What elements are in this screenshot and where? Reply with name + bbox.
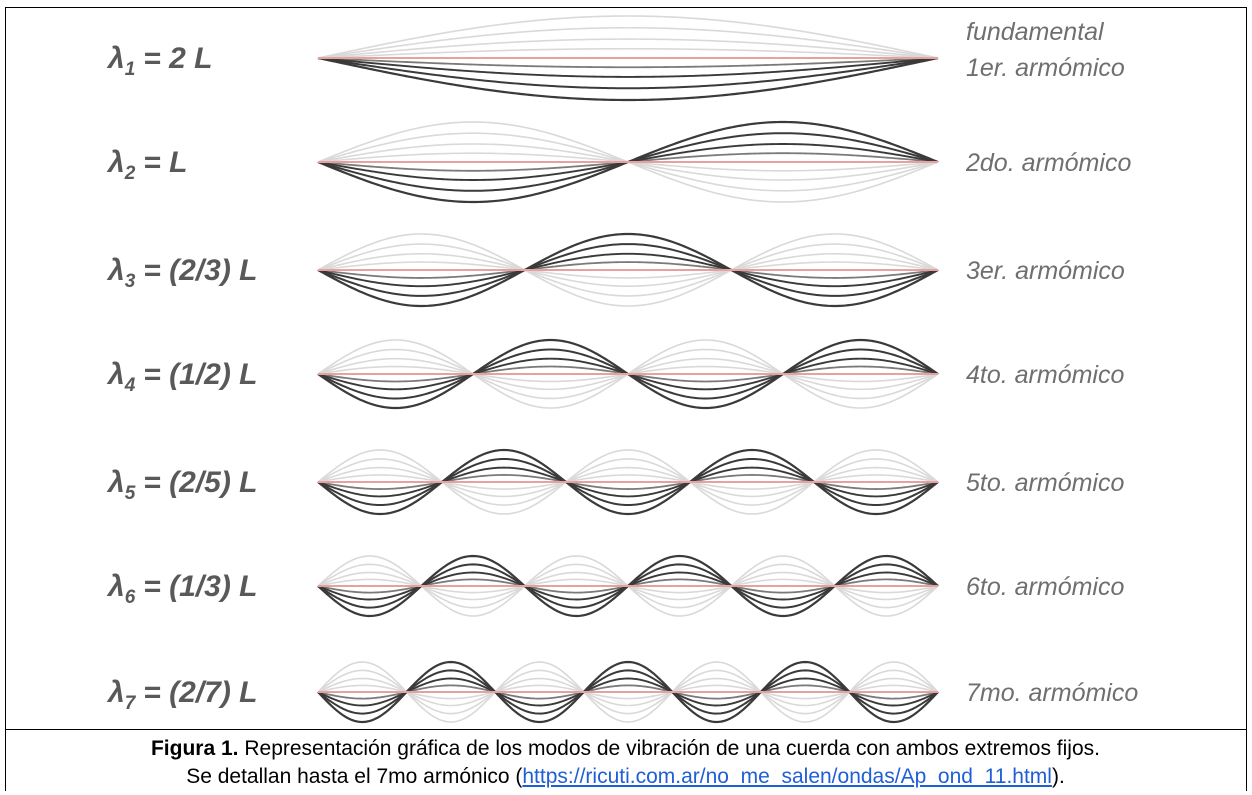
mode-row-4: λ4 = (1/2) L 4to. armómico xyxy=(106,338,1124,410)
string-trace-3-2 xyxy=(317,252,939,288)
string-trace-3-6 xyxy=(317,243,939,297)
wavelength-label-5: λ5 = (2/5) L xyxy=(106,466,257,504)
string-trace-5-3 xyxy=(317,474,939,490)
string-trace-1-4 xyxy=(317,57,939,69)
harmonic-label-2: 2do. armómico xyxy=(965,149,1131,177)
mode-row-7: λ7 = (2/7) L 7mo. armómico xyxy=(106,660,1138,724)
caption-line-2: Se detallan hasta el 7mo armónico (https… xyxy=(5,763,1246,791)
wavelength-expression-7: = (2/7) L xyxy=(143,676,257,709)
string-trace-3-5 xyxy=(317,252,939,288)
lambda-symbol-6: λ xyxy=(106,570,125,603)
wavelength-label-1: λ1 = 2 L xyxy=(106,42,212,80)
string-trace-5-2 xyxy=(317,466,939,498)
string-trace-1-5 xyxy=(317,57,939,78)
wavelength-label-2: λ2 = L xyxy=(106,146,187,184)
harmonic-label-4: 4to. armómico xyxy=(966,361,1124,389)
string-trace-1-3 xyxy=(317,47,939,59)
caption-text-1: Representación gráfica de los modos de v… xyxy=(238,737,1100,760)
lambda-symbol-4: λ xyxy=(106,358,125,391)
caption-text-2b: ). xyxy=(1051,765,1065,788)
mode-row-2: λ2 = L 2do. armómico xyxy=(106,120,1131,204)
lambda-subscript-5: 5 xyxy=(125,483,136,504)
string-trace-5-1 xyxy=(317,458,939,506)
string-trace-7-4 xyxy=(317,684,939,700)
string-trace-1-1 xyxy=(317,26,939,59)
string-trace-7-0 xyxy=(317,661,939,723)
string-trace-7-6 xyxy=(317,669,939,715)
caption-line-1: Figura 1. Representación gráfica de los … xyxy=(5,735,1246,763)
caption-source-link[interactable]: https://ricuti.com.ar/no_me_salen/ondas/… xyxy=(522,765,1052,788)
string-trace-1-6 xyxy=(317,57,939,90)
wavelength-expression-4: = (1/2) L xyxy=(143,358,257,391)
string-trace-7-3 xyxy=(317,684,939,700)
string-trace-7-2 xyxy=(317,677,939,707)
lambda-subscript-2: 2 xyxy=(124,163,136,184)
string-trace-3-1 xyxy=(317,243,939,297)
wavelength-expression-3: = (2/3) L xyxy=(143,254,257,287)
lambda-subscript-4: 4 xyxy=(124,375,136,396)
mode-row-3: λ3 = (2/3) L 3er. armómico xyxy=(106,232,1125,308)
string-trace-7-7 xyxy=(317,660,939,724)
string-trace-5-6 xyxy=(317,457,939,507)
harmonic-label-5: 5to. armómico xyxy=(966,469,1124,497)
wavelength-label-6: λ6 = (1/3) L xyxy=(106,570,257,608)
string-trace-3-3 xyxy=(317,261,939,279)
string-trace-5-0 xyxy=(317,449,939,515)
string-trace-5-5 xyxy=(317,466,939,498)
string-trace-5-7 xyxy=(317,448,939,516)
wavelength-expression-1: = 2 L xyxy=(143,42,212,75)
string-trace-7-1 xyxy=(317,669,939,715)
lambda-symbol-3: λ xyxy=(106,254,125,287)
lambda-symbol-5: λ xyxy=(106,466,125,499)
harmonic-label-7: 7mo. armómico xyxy=(966,679,1138,707)
string-trace-1-0 xyxy=(317,15,939,59)
harmonic-label-6: 6to. armómico xyxy=(966,573,1124,601)
lambda-symbol-1: λ xyxy=(106,42,125,75)
string-trace-3-0 xyxy=(317,233,939,307)
harmonic-label-3: 3er. armómico xyxy=(966,257,1125,285)
string-trace-1-2 xyxy=(317,38,939,59)
caption-text-2a: Se detallan hasta el 7mo armónico ( xyxy=(186,765,523,788)
lambda-subscript-7: 7 xyxy=(125,693,137,714)
wavelength-expression-5: = (2/5) L xyxy=(143,466,257,499)
lambda-symbol-7: λ xyxy=(106,676,125,709)
harmonic-label-1-2: 1er. armómico xyxy=(966,54,1125,82)
caption-figure-label: Figura 1. xyxy=(150,737,239,760)
wavelength-label-4: λ4 = (1/2) L xyxy=(106,358,257,396)
string-trace-7-5 xyxy=(317,677,939,707)
lambda-subscript-1: 1 xyxy=(125,59,136,80)
figure-caption: Figura 1. Representación gráfica de los … xyxy=(5,729,1246,795)
wavelength-expression-6: = (1/3) L xyxy=(143,570,257,603)
lambda-subscript-3: 3 xyxy=(125,271,136,292)
string-trace-5-4 xyxy=(317,474,939,490)
figure-frame xyxy=(5,7,1247,791)
mode-row-1: λ1 = 2 L fundamental 1er. armómico xyxy=(106,15,1125,102)
mode-row-5: λ5 = (2/5) L 5to. armómico xyxy=(106,448,1124,516)
lambda-symbol-2: λ xyxy=(106,146,125,179)
string-trace-3-7 xyxy=(317,232,939,308)
mode-row-6: λ6 = (1/3) L 6to. armómico xyxy=(106,554,1124,618)
string-trace-1-7 xyxy=(317,56,939,102)
wavelength-expression-2: = L xyxy=(143,146,187,179)
lambda-subscript-6: 6 xyxy=(125,587,136,608)
wavelength-label-3: λ3 = (2/3) L xyxy=(106,254,257,292)
wavelength-label-7: λ7 = (2/7) L xyxy=(106,676,257,714)
string-trace-3-4 xyxy=(317,261,939,279)
harmonic-label-1-1: fundamental xyxy=(966,18,1105,46)
